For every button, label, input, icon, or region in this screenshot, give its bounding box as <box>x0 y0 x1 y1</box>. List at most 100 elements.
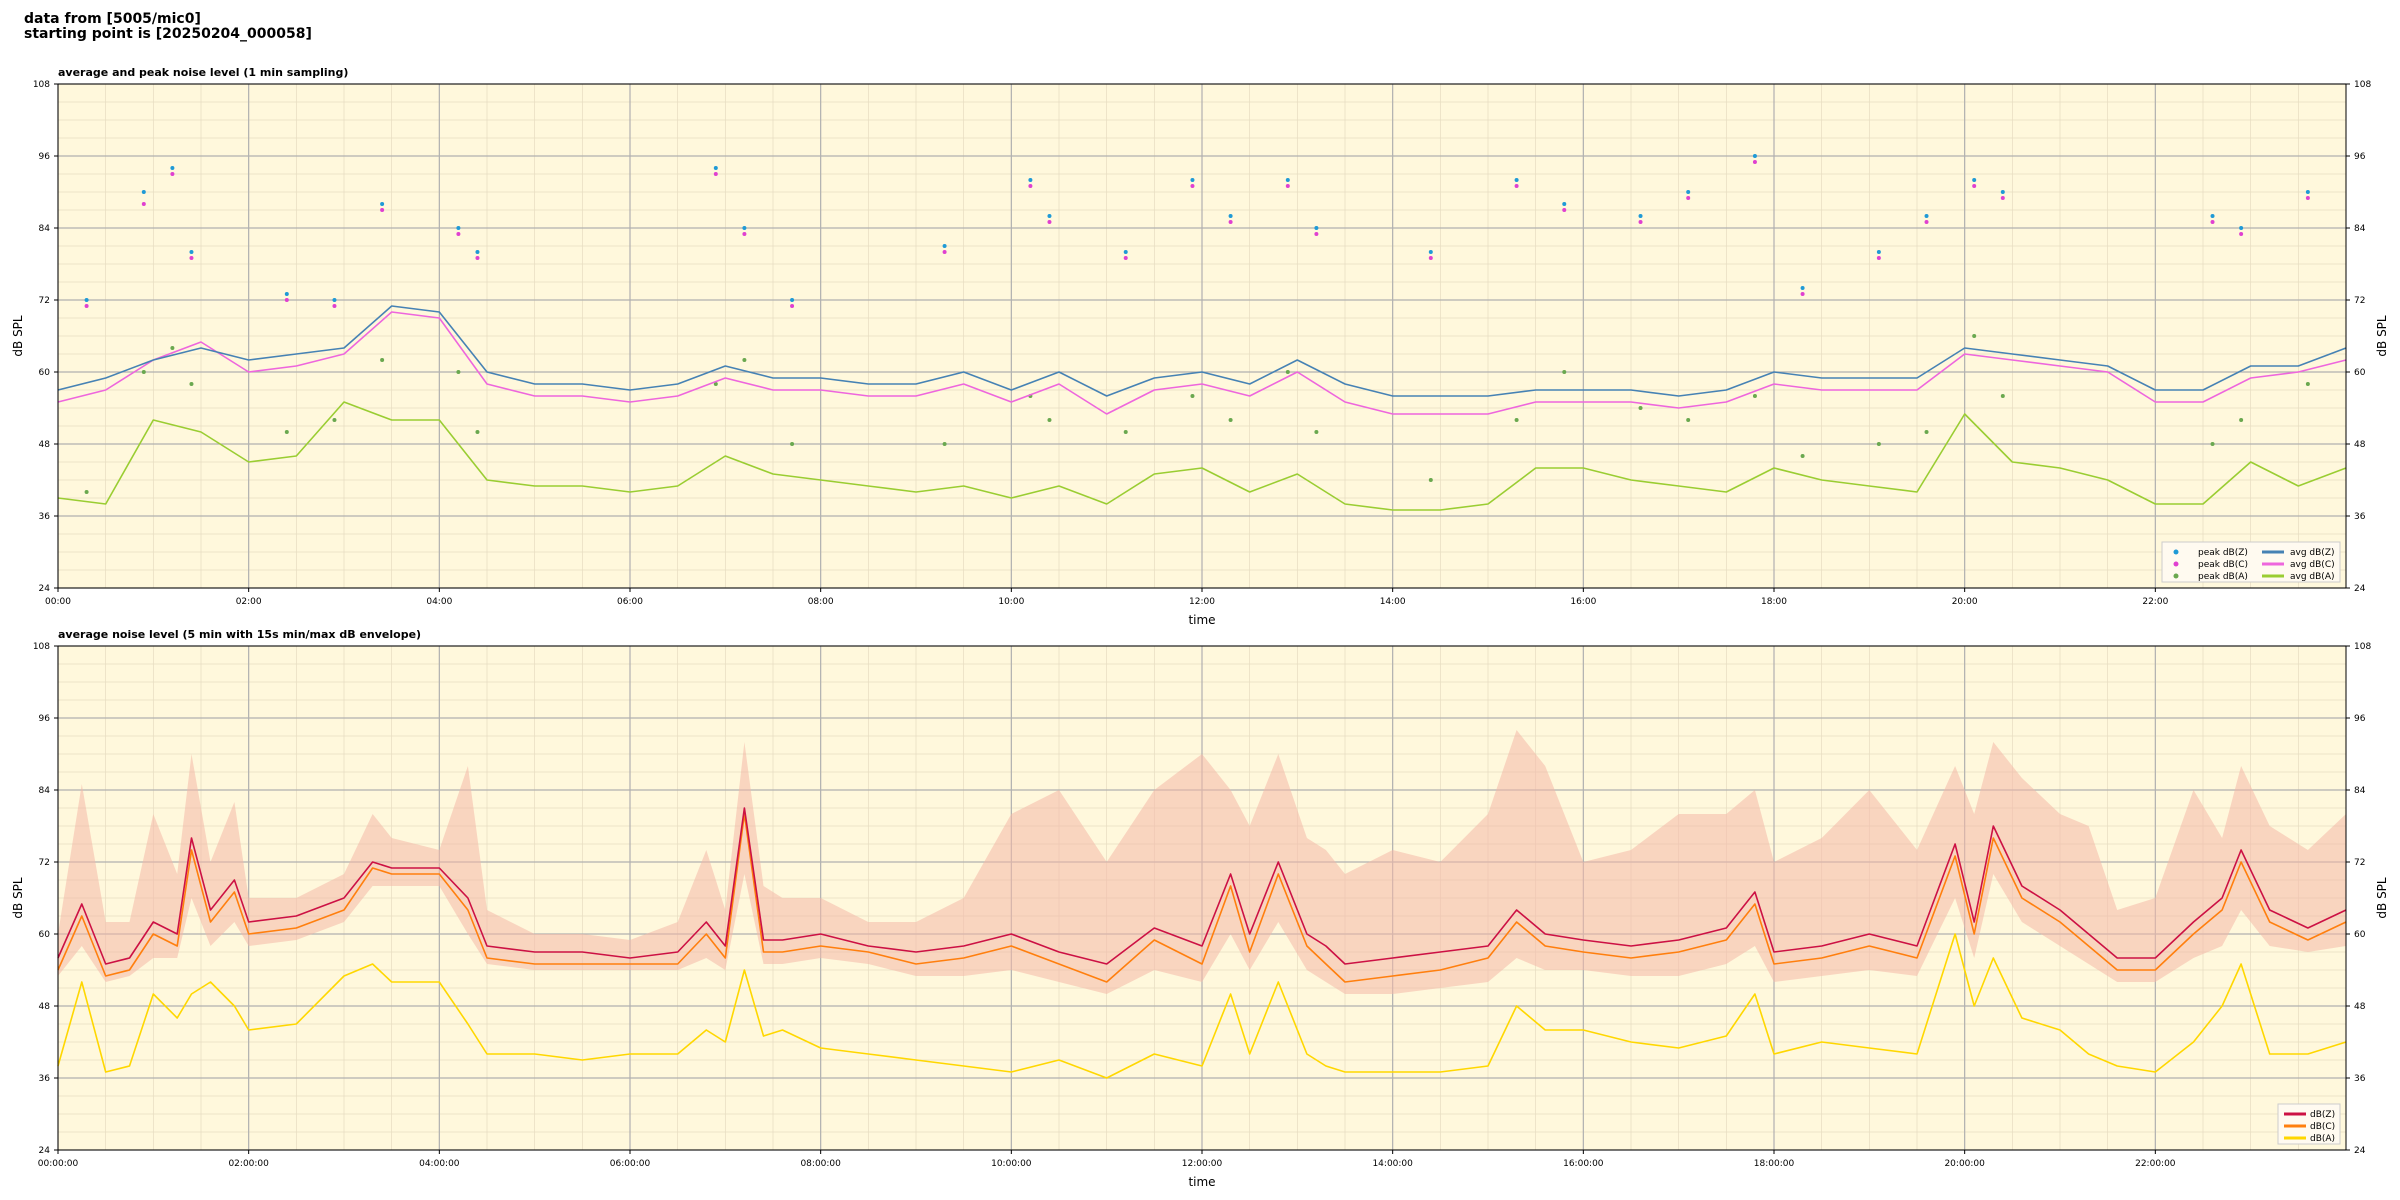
x-tick-label: 06:00:00 <box>610 1159 651 1169</box>
scatter-point <box>380 358 385 362</box>
scatter-point <box>2305 382 2310 386</box>
y-tick-label: 36 <box>39 512 51 522</box>
scatter-point <box>189 250 194 254</box>
x-tick-label: 14:00:00 <box>1372 1159 1413 1169</box>
series-peak-db-a- <box>84 334 2310 494</box>
scatter-point <box>1314 226 1319 230</box>
y-tick-label: 72 <box>39 858 50 868</box>
x-tick-label: 20:00 <box>1952 597 1978 607</box>
y-tick-label: 108 <box>33 80 50 90</box>
scatter-point <box>284 298 289 302</box>
y-tick-label: 24 <box>39 584 51 594</box>
scatter-point <box>942 244 947 248</box>
legend-marker <box>2173 561 2179 567</box>
scatter-point <box>1285 370 1290 374</box>
legend-label: avg dB(A) <box>2290 572 2334 582</box>
chart-panel-1: 24 24 36 36 48 48 60 60 72 72 84 84 96 96 108 108 00:00 0… <box>11 66 2389 627</box>
scatter-point <box>456 226 461 230</box>
y-tick-label: 48 <box>2354 1002 2366 1012</box>
y-tick-label: 36 <box>2354 1074 2366 1084</box>
y-axis-label: dB SPL <box>11 315 25 357</box>
scatter-point <box>1047 214 1052 218</box>
scatter-point <box>456 232 461 236</box>
legend-marker <box>2173 549 2179 555</box>
scatter-point <box>1638 214 1643 218</box>
scatter-point <box>1228 418 1233 422</box>
chart-title: average and peak noise level (1 min samp… <box>58 66 348 79</box>
scatter-point <box>1123 430 1128 434</box>
x-tick-label: 04:00:00 <box>419 1159 460 1169</box>
series-db-a- <box>57 933 2347 1079</box>
legend-label: avg dB(C) <box>2290 560 2335 570</box>
x-tick-label: 18:00 <box>1761 597 1787 607</box>
series-avg-db-z- <box>57 305 2347 397</box>
legend-label: peak dB(C) <box>2198 560 2248 570</box>
scatter-point <box>1686 196 1691 200</box>
scatter-point <box>2239 226 2244 230</box>
legend-marker <box>2173 573 2179 579</box>
scatter-point <box>141 190 146 194</box>
legend-label: peak dB(Z) <box>2198 548 2248 558</box>
legend: dB(Z) dB(C) dB(A) <box>2277 1103 2341 1145</box>
series-db-c- <box>57 813 2347 983</box>
series-avg-db-a- <box>57 401 2347 511</box>
scatter-point <box>475 430 480 434</box>
x-tick-label: 04:00 <box>426 597 452 607</box>
scatter-point <box>1562 202 1567 206</box>
legend-label: dB(C) <box>2310 1122 2335 1132</box>
scatter-point <box>380 208 385 212</box>
y-tick-label: 60 <box>2354 930 2366 940</box>
series-peak-db-c- <box>84 160 2310 308</box>
x-tick-label: 08:00 <box>808 597 834 607</box>
scatter-point <box>1047 418 1052 422</box>
y-tick-label: 108 <box>2354 80 2371 90</box>
y-tick-label: 72 <box>39 296 50 306</box>
y-tick-label: 24 <box>39 1146 51 1156</box>
x-tick-label: 08:00:00 <box>800 1159 841 1169</box>
x-tick-label: 22:00:00 <box>2135 1159 2176 1169</box>
scatter-point <box>84 490 89 494</box>
series-db-z- <box>57 807 2347 965</box>
x-tick-label: 06:00 <box>617 597 643 607</box>
scatter-point <box>1752 160 1757 164</box>
y-tick-label: 84 <box>39 786 51 796</box>
scatter-point <box>332 304 337 308</box>
y-tick-label: 96 <box>39 714 51 724</box>
scatter-point <box>713 166 718 170</box>
y-tick-label: 108 <box>33 642 50 652</box>
scatter-point <box>1285 184 1290 188</box>
scatter-point <box>2000 394 2005 398</box>
scatter-point <box>84 304 89 308</box>
y-tick-label: 24 <box>2354 584 2366 594</box>
scatter-point <box>1190 184 1195 188</box>
scatter-point <box>1752 394 1757 398</box>
scatter-point <box>742 226 747 230</box>
y-tick-label: 96 <box>39 152 51 162</box>
y-tick-label: 72 <box>2354 296 2365 306</box>
legend-label: dB(A) <box>2310 1134 2335 1144</box>
y-tick-label: 60 <box>39 930 51 940</box>
y-axis-label: dB SPL <box>11 877 25 919</box>
legend-label: avg dB(Z) <box>2290 548 2335 558</box>
envelope-band <box>58 730 2346 994</box>
scatter-point <box>1123 250 1128 254</box>
chart-title: average noise level (5 min with 15s min/… <box>58 628 421 641</box>
scatter-point <box>2305 196 2310 200</box>
scatter-point <box>1190 178 1195 182</box>
scatter-point <box>2210 220 2215 224</box>
x-tick-label: 16:00:00 <box>1563 1159 1604 1169</box>
y-tick-label: 84 <box>2354 786 2366 796</box>
scatter-point <box>141 202 146 206</box>
scatter-point <box>942 250 947 254</box>
scatter-point <box>189 256 194 260</box>
x-tick-label: 12:00:00 <box>1182 1159 1223 1169</box>
scatter-point <box>2210 442 2215 446</box>
scatter-point <box>1638 220 1643 224</box>
y-tick-label: 24 <box>2354 1146 2366 1156</box>
scatter-point <box>1924 214 1929 218</box>
x-tick-label: 00:00:00 <box>38 1159 79 1169</box>
y-tick-label: 48 <box>39 1002 51 1012</box>
scatter-point <box>1638 406 1643 410</box>
header-starting-point: starting point is [20250204_000058] <box>24 26 312 42</box>
